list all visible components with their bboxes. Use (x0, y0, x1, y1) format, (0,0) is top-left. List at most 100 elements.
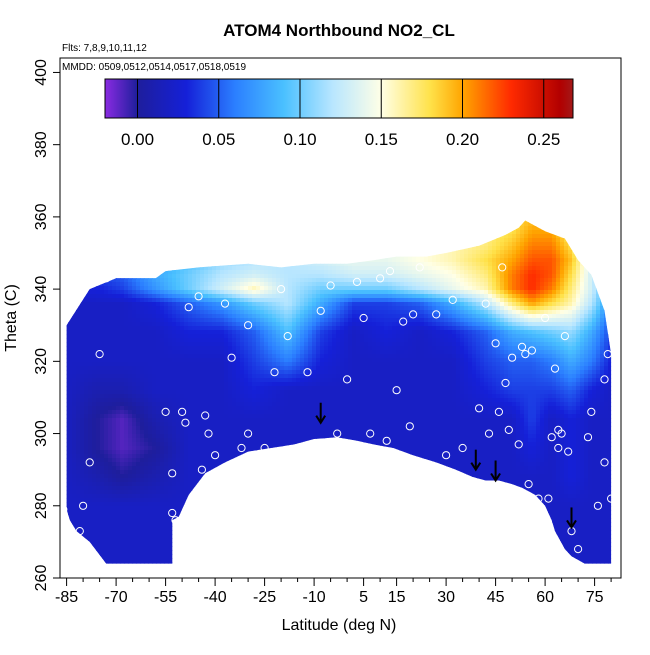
field-cell (488, 242, 493, 247)
field-cell (84, 266, 89, 271)
field-cell (248, 254, 253, 259)
field-cell (588, 238, 593, 243)
field-cell (188, 254, 193, 259)
field-cell (208, 322, 213, 327)
field-cell (456, 318, 461, 323)
field-cell (364, 254, 369, 259)
field-cell (504, 286, 509, 291)
field-cell (436, 270, 441, 275)
field-cell (504, 278, 509, 283)
field-cell (464, 238, 469, 243)
field-cell (380, 222, 385, 227)
field-cell (412, 274, 417, 279)
field-cell (224, 330, 229, 335)
field-cell (212, 330, 217, 335)
field-cell (364, 278, 369, 283)
field-cell (200, 214, 205, 219)
field-cell (196, 242, 201, 247)
field-cell (476, 222, 481, 227)
field-cell (176, 238, 181, 243)
field-cell (432, 242, 437, 247)
field-cell (72, 242, 77, 247)
field-cell (444, 278, 449, 283)
field-cell (308, 286, 313, 291)
field-cell (84, 246, 89, 251)
field-cell (476, 278, 481, 283)
field-cell (260, 210, 265, 215)
field-cell (508, 270, 513, 275)
field-cell (104, 242, 109, 247)
field-cell (292, 322, 297, 327)
field-cell (232, 306, 237, 311)
field-cell (316, 270, 321, 275)
field-cell (472, 286, 477, 291)
field-cell (352, 258, 357, 263)
field-cell (436, 226, 441, 231)
field-cell (564, 342, 569, 347)
field-cell (444, 210, 449, 215)
field-cell (260, 246, 265, 251)
field-cell (272, 278, 277, 283)
field-cell (464, 286, 469, 291)
field-cell (100, 214, 105, 219)
field-cell (440, 242, 445, 247)
field-cell (180, 286, 185, 291)
field-cell (576, 322, 581, 327)
field-cell (232, 318, 237, 323)
field-cell (68, 274, 73, 279)
field-cell (236, 318, 241, 323)
field-cell (116, 286, 121, 291)
field-cell (172, 326, 177, 331)
field-cell (384, 290, 389, 295)
field-cell (480, 314, 485, 319)
field-cell (216, 342, 221, 347)
field-cell (284, 250, 289, 255)
field-cell (604, 310, 609, 315)
field-cell (456, 290, 461, 295)
field-cell (184, 222, 189, 227)
field-cell (420, 290, 425, 295)
field-cell (120, 214, 125, 219)
field-cell (152, 294, 157, 299)
field-cell (500, 250, 505, 255)
field-cell (364, 246, 369, 251)
field-cell (304, 314, 309, 319)
field-cell (148, 306, 153, 311)
field-cell (320, 286, 325, 291)
field-cell (392, 298, 397, 303)
field-cell (108, 214, 113, 219)
field-cell (96, 342, 101, 347)
field-cell (340, 302, 345, 307)
field-cell (164, 258, 169, 263)
field-cell (448, 290, 453, 295)
field-cell (472, 326, 477, 331)
field-cell (212, 286, 217, 291)
field-cell (236, 282, 241, 287)
field-cell (532, 294, 537, 299)
field-cell (260, 314, 265, 319)
field-cell (328, 220, 333, 223)
field-cell (556, 322, 561, 327)
field-cell (68, 258, 73, 263)
field-cell (388, 270, 393, 275)
field-cell (444, 310, 449, 315)
field-cell (576, 246, 581, 251)
field-cell (328, 318, 333, 323)
field-cell (264, 298, 269, 303)
field-cell (600, 214, 605, 219)
field-cell (144, 310, 149, 315)
field-cell (460, 302, 465, 307)
field-cell (468, 266, 473, 271)
field-cell (196, 322, 201, 327)
field-cell (520, 318, 525, 323)
field-cell (364, 314, 369, 319)
field-cell (492, 266, 497, 271)
field-cell (448, 302, 453, 307)
field-cell (456, 246, 461, 251)
field-cell (380, 220, 385, 223)
field-cell (268, 262, 273, 267)
field-cell (288, 342, 293, 347)
field-cell (232, 254, 237, 259)
field-cell (484, 346, 489, 351)
field-cell (120, 298, 125, 303)
